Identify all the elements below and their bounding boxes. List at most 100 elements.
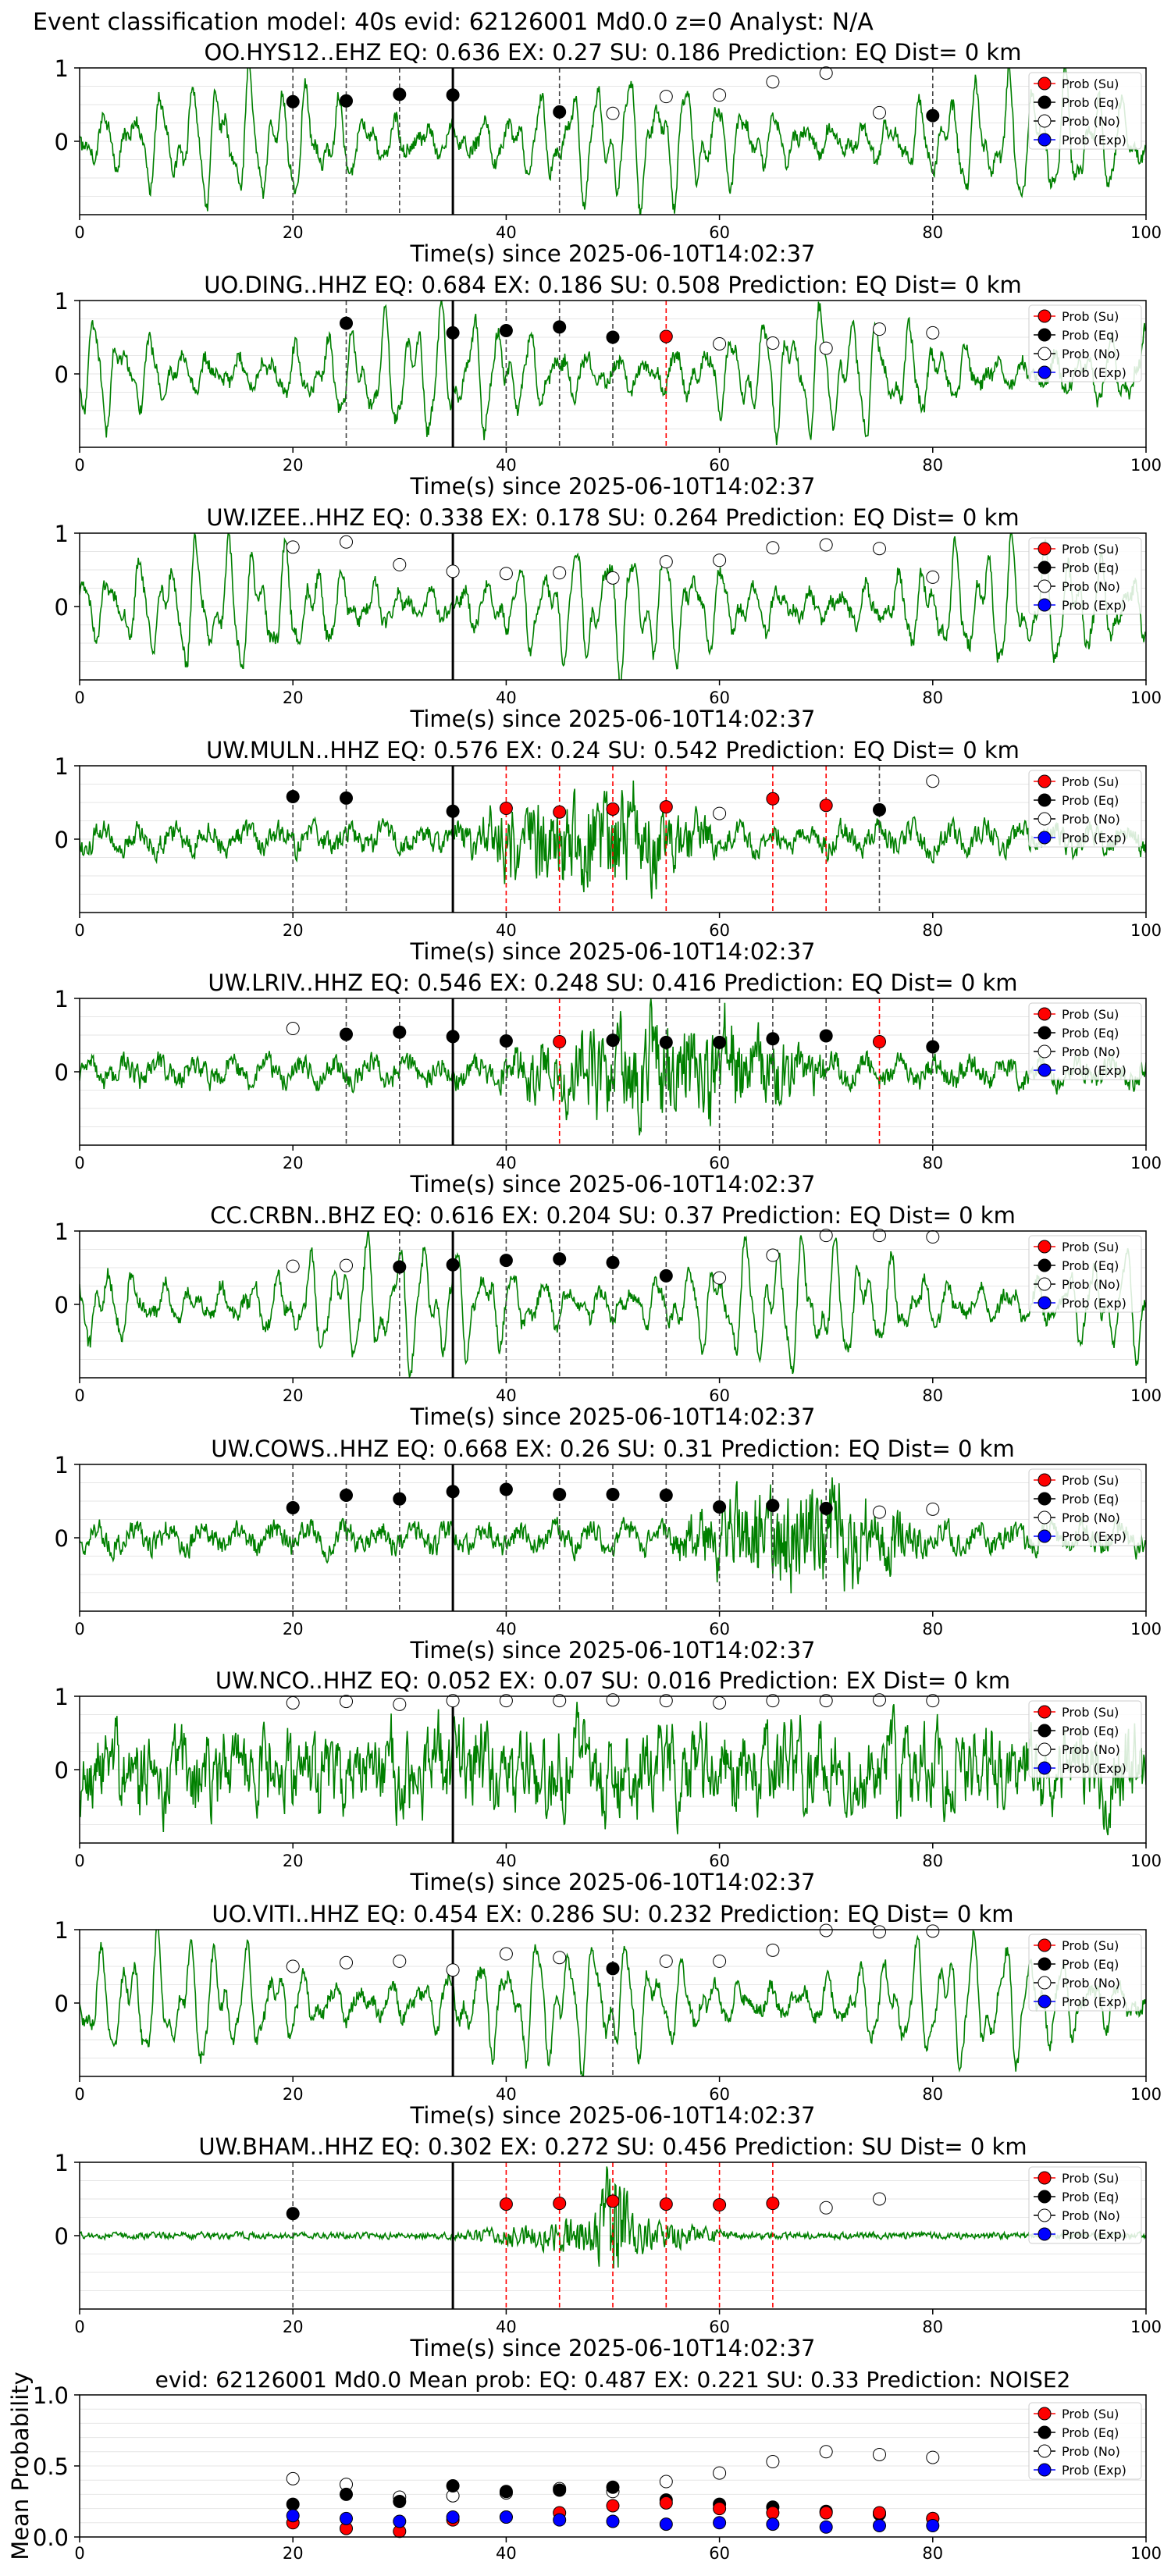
legend: Prob (Su) Prob (Eq) Prob (No) Prob (Exp) — [1028, 770, 1142, 848]
legend-label: Prob (Exp) — [1062, 1994, 1127, 2009]
legend-label: Prob (No) — [1062, 1742, 1120, 1757]
prob-marker-eq — [446, 804, 460, 818]
prob-marker-su — [553, 2197, 567, 2211]
x-axis-label: Time(s) since 2025-06-10T14:02:37 — [410, 1404, 816, 1430]
prob-marker-su — [659, 2197, 673, 2211]
legend-marker — [1038, 598, 1052, 612]
legend-label: Prob (Eq) — [1062, 95, 1119, 110]
x-tick-label: 20 — [283, 1852, 304, 1870]
eq-prob: EQ: — [379, 737, 433, 763]
y-tick-label: 1.0 — [33, 2382, 69, 2409]
x-tick-label: 0 — [74, 2085, 84, 2104]
y-tick-label: 0 — [55, 1757, 69, 1784]
prob-marker-eq — [766, 1032, 780, 1046]
legend-marker — [1038, 1296, 1052, 1310]
x-tick-label: 20 — [283, 2318, 304, 2336]
legend-label: Prob (Exp) — [1062, 1529, 1127, 1544]
prob-marker-no — [713, 1954, 727, 1968]
x-tick-label: 100 — [1130, 2318, 1162, 2336]
x-tick-label: 0 — [74, 688, 84, 707]
prob-marker-eq — [606, 1962, 620, 1976]
legend-marker — [1038, 1761, 1052, 1775]
legend-marker — [1038, 1044, 1052, 1059]
legend-marker — [1038, 1976, 1052, 1990]
x-tick-label: 100 — [1130, 1386, 1162, 1405]
prediction-value: EQ — [855, 39, 887, 66]
prob-marker-eq — [340, 1488, 353, 1502]
x-tick-label: 60 — [709, 1154, 730, 1172]
prob-marker-no — [606, 1693, 620, 1707]
legend-label: Prob (Su) — [1062, 1938, 1119, 1953]
ex-prob-value: 0.24 — [550, 737, 601, 763]
prob-marker-su — [606, 2194, 620, 2208]
legend-label: Prob (Eq) — [1062, 560, 1119, 575]
legend-label: Prob (No) — [1062, 1277, 1120, 1292]
ex-prob-value: 0.248 — [534, 970, 599, 996]
legend-frame — [1028, 1468, 1142, 1546]
x-tick-label: 60 — [709, 921, 730, 940]
prob-marker-eq — [286, 2207, 300, 2221]
legend-label: Prob (No) — [1062, 114, 1120, 129]
x-tick-label: 100 — [1130, 2085, 1162, 2104]
prediction: Prediction: — [718, 737, 852, 763]
prob-marker-no — [659, 1954, 673, 1968]
prob-marker-eq — [446, 1258, 460, 1272]
legend-marker — [1038, 831, 1052, 845]
legend-marker — [1038, 114, 1052, 128]
legend-label: Prob (Su) — [1062, 76, 1119, 91]
legend: Prob (Su) Prob (Eq) Prob (No) Prob (Exp) — [1028, 304, 1142, 382]
x-tick-label: 100 — [1130, 688, 1162, 707]
distance: Dist= — [884, 504, 963, 531]
prediction: Prediction: — [711, 1667, 845, 1694]
prob-marker-no — [713, 336, 727, 350]
prob-marker-eq — [393, 1492, 407, 1506]
legend-label: Prob (Su) — [1062, 1007, 1119, 1022]
legend-marker — [1038, 1705, 1052, 1719]
x-tick-label: 20 — [283, 2085, 304, 2104]
x-tick-label: 20 — [283, 1154, 304, 1172]
y-tick-label: 0 — [55, 129, 69, 155]
distance-value: 0 km — [959, 1202, 1016, 1229]
prob-marker-no — [819, 1923, 833, 1937]
su-prob-value: 0.31 — [663, 1436, 714, 1462]
prob-marker-eq — [553, 105, 567, 119]
prob-marker-su — [553, 1034, 567, 1048]
distance: Dist= — [876, 1667, 954, 1694]
su-prob: SU: — [603, 39, 656, 66]
x-tick-label: 40 — [496, 921, 517, 940]
prob-marker-eq — [446, 1485, 460, 1499]
prob-marker-no — [873, 1229, 886, 1243]
x-tick-label: 0 — [74, 223, 84, 242]
waveform-panel: UO.DING..HHZ EQ: 0.684 EX: 0.186 SU: 0.5… — [55, 272, 1162, 500]
waveform-panel: UW.IZEE..HHZ EQ: 0.338 EX: 0.178 SU: 0.2… — [55, 504, 1162, 732]
y-tick-label: 1 — [55, 1219, 69, 1245]
legend-label: Prob (No) — [1062, 2208, 1120, 2223]
legend-label: Prob (Exp) — [1062, 2227, 1127, 2242]
eq-prob: EQ: — [359, 1901, 413, 1927]
x-axis-label: Time(s) since 2025-06-10T14:02:37 — [410, 2102, 816, 2129]
legend-marker — [1038, 1277, 1052, 1291]
su-prob: SU: — [611, 1202, 664, 1229]
x-tick-label: 80 — [922, 1154, 943, 1172]
prob-marker-no — [659, 90, 673, 104]
mean-prob-marker-no — [766, 2455, 780, 2469]
mean-prob-marker-su — [819, 2506, 833, 2520]
legend-marker — [1038, 1724, 1052, 1738]
distance-value: 0 km — [965, 39, 1022, 66]
legend-marker — [1038, 1063, 1052, 1077]
legend-frame — [1028, 1700, 1142, 1778]
prediction: Prediction: — [717, 970, 851, 996]
legend-label: Prob (Exp) — [1062, 831, 1127, 845]
prob-marker-no — [873, 542, 886, 556]
legend-marker — [1038, 328, 1052, 342]
prob-marker-su — [659, 329, 673, 343]
ex-prob-value: 0.27 — [552, 39, 603, 66]
legend-marker — [1038, 1742, 1052, 1756]
x-axis-label: Time(s) since 2025-06-10T14:02:37 — [410, 1637, 816, 1663]
prob-marker-no — [499, 1947, 513, 1961]
legend-label: Prob (Eq) — [1062, 1724, 1119, 1738]
prob-marker-no — [499, 567, 513, 581]
legend-marker — [1038, 2425, 1052, 2439]
x-axis-label: Time(s) since 2025-06-10T14:02:37 — [410, 240, 816, 267]
legend-label: Prob (Su) — [1062, 2171, 1119, 2186]
